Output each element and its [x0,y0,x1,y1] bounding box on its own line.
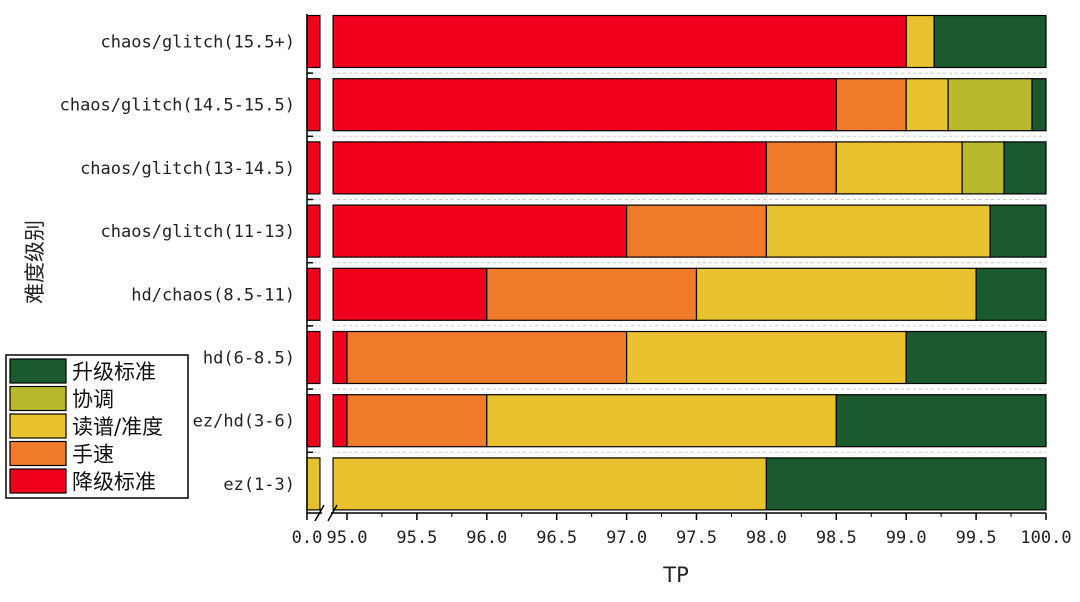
legend-label: 升级标准 [72,360,156,384]
legend-label: 读谱/准度 [72,415,163,439]
bar-segment [306,14,321,69]
bar-segment [1031,78,1047,132]
bar-segment [695,267,977,321]
bar-segment [306,141,321,195]
bar-segment [765,141,837,195]
bar-segment [332,267,488,321]
axis-break-mark [327,504,338,522]
bar-segment [835,394,1047,448]
y-axis-title: 难度级别 [23,220,47,304]
legend-swatch [9,385,67,412]
bar-segment [933,14,1047,69]
bar-segment [835,78,907,132]
x-tick-label: 95.5 [396,528,437,548]
legend-label: 协调 [72,388,114,412]
x-tick-label: 0.0 [292,528,323,548]
bar-group [306,330,1047,385]
bar-segment [1003,141,1047,195]
x-tick-label: 100.0 [1020,528,1071,548]
y-tick-label: hd(6-8.5) [203,349,295,369]
legend-label: 手速 [72,443,114,467]
bar-segment [765,457,1047,511]
labels-layer: chaos/glitch(15.5+) chaos/glitch(14.5-15.… [60,33,1072,549]
legend-swatch [9,468,67,494]
bar-group [306,14,1047,69]
bar-segment [625,204,767,258]
bar-segment [306,267,321,321]
bar-segment [332,394,348,448]
bar-segment [905,330,1047,385]
y-tick-label: chaos/glitch(11-13) [101,222,295,242]
bar-segment [306,204,321,258]
y-tick-label: ez/hd(3-6) [193,412,295,432]
bar-segment [332,457,767,511]
bars-layer [306,14,1047,511]
bar-group [306,394,1047,448]
bar-group [306,204,1047,258]
bar-segment [625,330,907,385]
x-tick-label: 99.5 [956,528,997,548]
bar-segment [306,78,321,132]
x-tick-label: 95.0 [327,528,368,548]
x-tick-label: 97.5 [676,528,717,548]
bar-group [306,78,1047,132]
bar-segment [332,330,348,385]
bar-segment [905,14,935,69]
bar-segment [332,204,628,258]
bar-group [306,457,1047,511]
bar-segment [486,267,698,321]
bar-segment [975,267,1047,321]
legend-swatch [9,358,67,384]
y-tick-label: ez(1-3) [223,475,295,495]
x-tick-label: 98.5 [816,528,857,548]
bar-segment [346,330,628,385]
bar-segment [835,141,963,195]
y-tick-label: chaos/glitch(15.5+) [101,33,295,53]
legend-label: 降级标准 [72,470,156,494]
bar-group [306,141,1047,195]
bar-segment [346,394,488,448]
bar-segment [765,204,991,258]
bar-segment [306,330,321,385]
bar-segment [947,78,1033,132]
bar-group [306,267,1047,321]
x-axis-title: TP [662,563,689,587]
bar-segment [989,204,1047,258]
bar-segment [905,78,949,132]
x-tick-label: 97.0 [606,528,647,548]
bar-segment [306,394,321,448]
x-tick-label: 98.0 [746,528,787,548]
bar-segment [332,14,907,69]
x-tick-label: 99.0 [886,528,927,548]
y-tick-label: chaos/glitch(14.5-15.5) [60,96,295,116]
bar-segment [332,78,837,132]
y-tick-label: chaos/glitch(13-14.5) [80,159,295,179]
axis-break-mark [314,504,325,522]
bar-segment [486,394,837,448]
bar-segment [961,141,1005,195]
axes-layer [306,14,1047,522]
y-tick-label: hd/chaos(8.5-11) [131,285,295,305]
x-tick-label: 96.0 [466,528,507,548]
bar-segment [332,141,767,195]
legend-swatch [9,440,67,467]
x-tick-label: 96.5 [536,528,577,548]
bar-segment [306,457,321,511]
legend-swatch [9,413,67,439]
axis-break-gap [320,14,333,513]
